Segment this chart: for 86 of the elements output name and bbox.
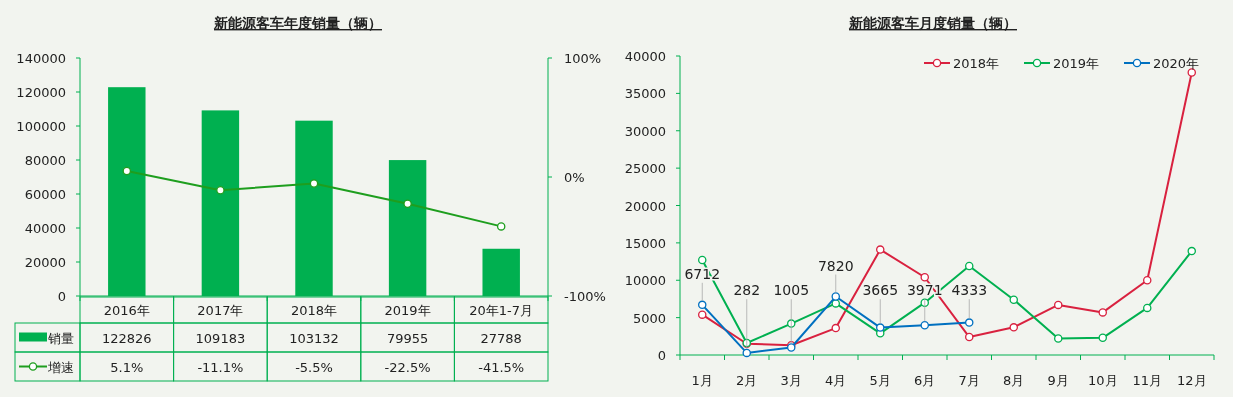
point (876, 323, 885, 332)
y-tick-label: 35000 (624, 86, 666, 102)
point (1054, 334, 1063, 343)
point (876, 245, 885, 254)
data-label: -11.1% (197, 359, 244, 375)
x-tick-label: 2016年 (103, 303, 150, 318)
point (1143, 276, 1152, 285)
y-tick-label: 0 (657, 348, 666, 363)
y2-tick-label: 0% (564, 170, 585, 185)
y-tick-label: 40000 (24, 221, 66, 236)
point (965, 332, 974, 342)
y-tick-label: 0 (57, 289, 66, 304)
y-tick-label: 140000 (16, 51, 66, 66)
point (309, 179, 319, 188)
x-tick-label: 4月 (825, 373, 847, 388)
point (920, 273, 929, 282)
legend-label: 2020年 (1153, 56, 1200, 71)
x-tick-label: 6月 (914, 373, 936, 388)
data-label: 103132 (289, 330, 339, 346)
point (403, 199, 412, 209)
point (216, 185, 225, 195)
x-tick-label: 2019年 (384, 303, 431, 318)
point (1009, 295, 1018, 304)
y-tick-label: 100000 (16, 119, 66, 134)
point (965, 318, 974, 327)
data-label: 4333 (951, 282, 988, 299)
point (965, 261, 974, 271)
x-tick-label: 2月 (736, 373, 758, 388)
x-tick-label: 12月 (1176, 373, 1207, 388)
point (1143, 303, 1152, 313)
point (1009, 323, 1018, 332)
data-label: -5.5% (295, 359, 333, 375)
y-tick-label: 40000 (624, 49, 666, 64)
x-tick-label: 7月 (958, 373, 980, 388)
y-tick-label: 120000 (16, 85, 66, 100)
point (1187, 246, 1196, 256)
x-tick-label: 1月 (691, 373, 713, 388)
y-tick-label: 5000 (632, 310, 666, 326)
x-tick-label: 20年1-7月 (469, 303, 534, 318)
y-tick-label: 20000 (624, 198, 666, 214)
x-tick-label: 10月 (1087, 373, 1118, 388)
x-tick-label: 9月 (1047, 373, 1069, 388)
y-tick-label: 25000 (624, 161, 666, 177)
point (920, 321, 929, 330)
data-label: 3665 (862, 282, 899, 299)
point (1098, 308, 1107, 317)
data-label: 282 (733, 282, 761, 299)
data-label: 27788 (480, 330, 522, 346)
data-label: 5.1% (110, 359, 144, 375)
point (1054, 300, 1063, 310)
legend-label: 增速 (47, 359, 74, 375)
x-tick-label: 2017年 (197, 303, 244, 318)
data-label: 79955 (386, 330, 429, 346)
point (1098, 333, 1107, 343)
y-tick-label: 20000 (24, 255, 66, 270)
y2-tick-label: -100% (564, 289, 606, 304)
x-tick-label: 8月 (1003, 373, 1025, 388)
data-label: -22.5% (384, 359, 431, 375)
x-tick-label: 5月 (869, 373, 891, 388)
chart-title: 新能源客车年度销量（辆） (213, 15, 382, 31)
point (831, 323, 840, 333)
point (122, 166, 132, 176)
data-label: 1005 (773, 282, 810, 299)
point (831, 292, 840, 301)
point (698, 255, 707, 265)
legend-label: 2019年 (1053, 56, 1100, 71)
data-label: 7820 (817, 257, 854, 274)
y-tick-label: 80000 (24, 153, 66, 168)
data-label: -41.5% (478, 359, 525, 375)
y-tick-label: 15000 (624, 235, 666, 251)
data-label: 109183 (195, 330, 246, 346)
y2-tick-label: 100% (564, 51, 602, 66)
y-tick-label: 30000 (624, 123, 666, 139)
y-tick-label: 60000 (24, 187, 66, 202)
legend-label: 2018年 (953, 56, 1000, 71)
point (496, 222, 506, 231)
x-tick-label: 11月 (1132, 373, 1163, 388)
x-tick-label: 2018年 (290, 303, 338, 318)
chart-title: 新能源客车月度销量（辆） (848, 15, 1017, 31)
data-label: 122826 (101, 330, 152, 346)
point (698, 300, 707, 310)
point (698, 310, 707, 319)
point (742, 348, 751, 358)
x-tick-label: 3月 (780, 373, 802, 388)
legend-label: 销量 (47, 330, 74, 346)
y-tick-label: 10000 (624, 273, 666, 289)
